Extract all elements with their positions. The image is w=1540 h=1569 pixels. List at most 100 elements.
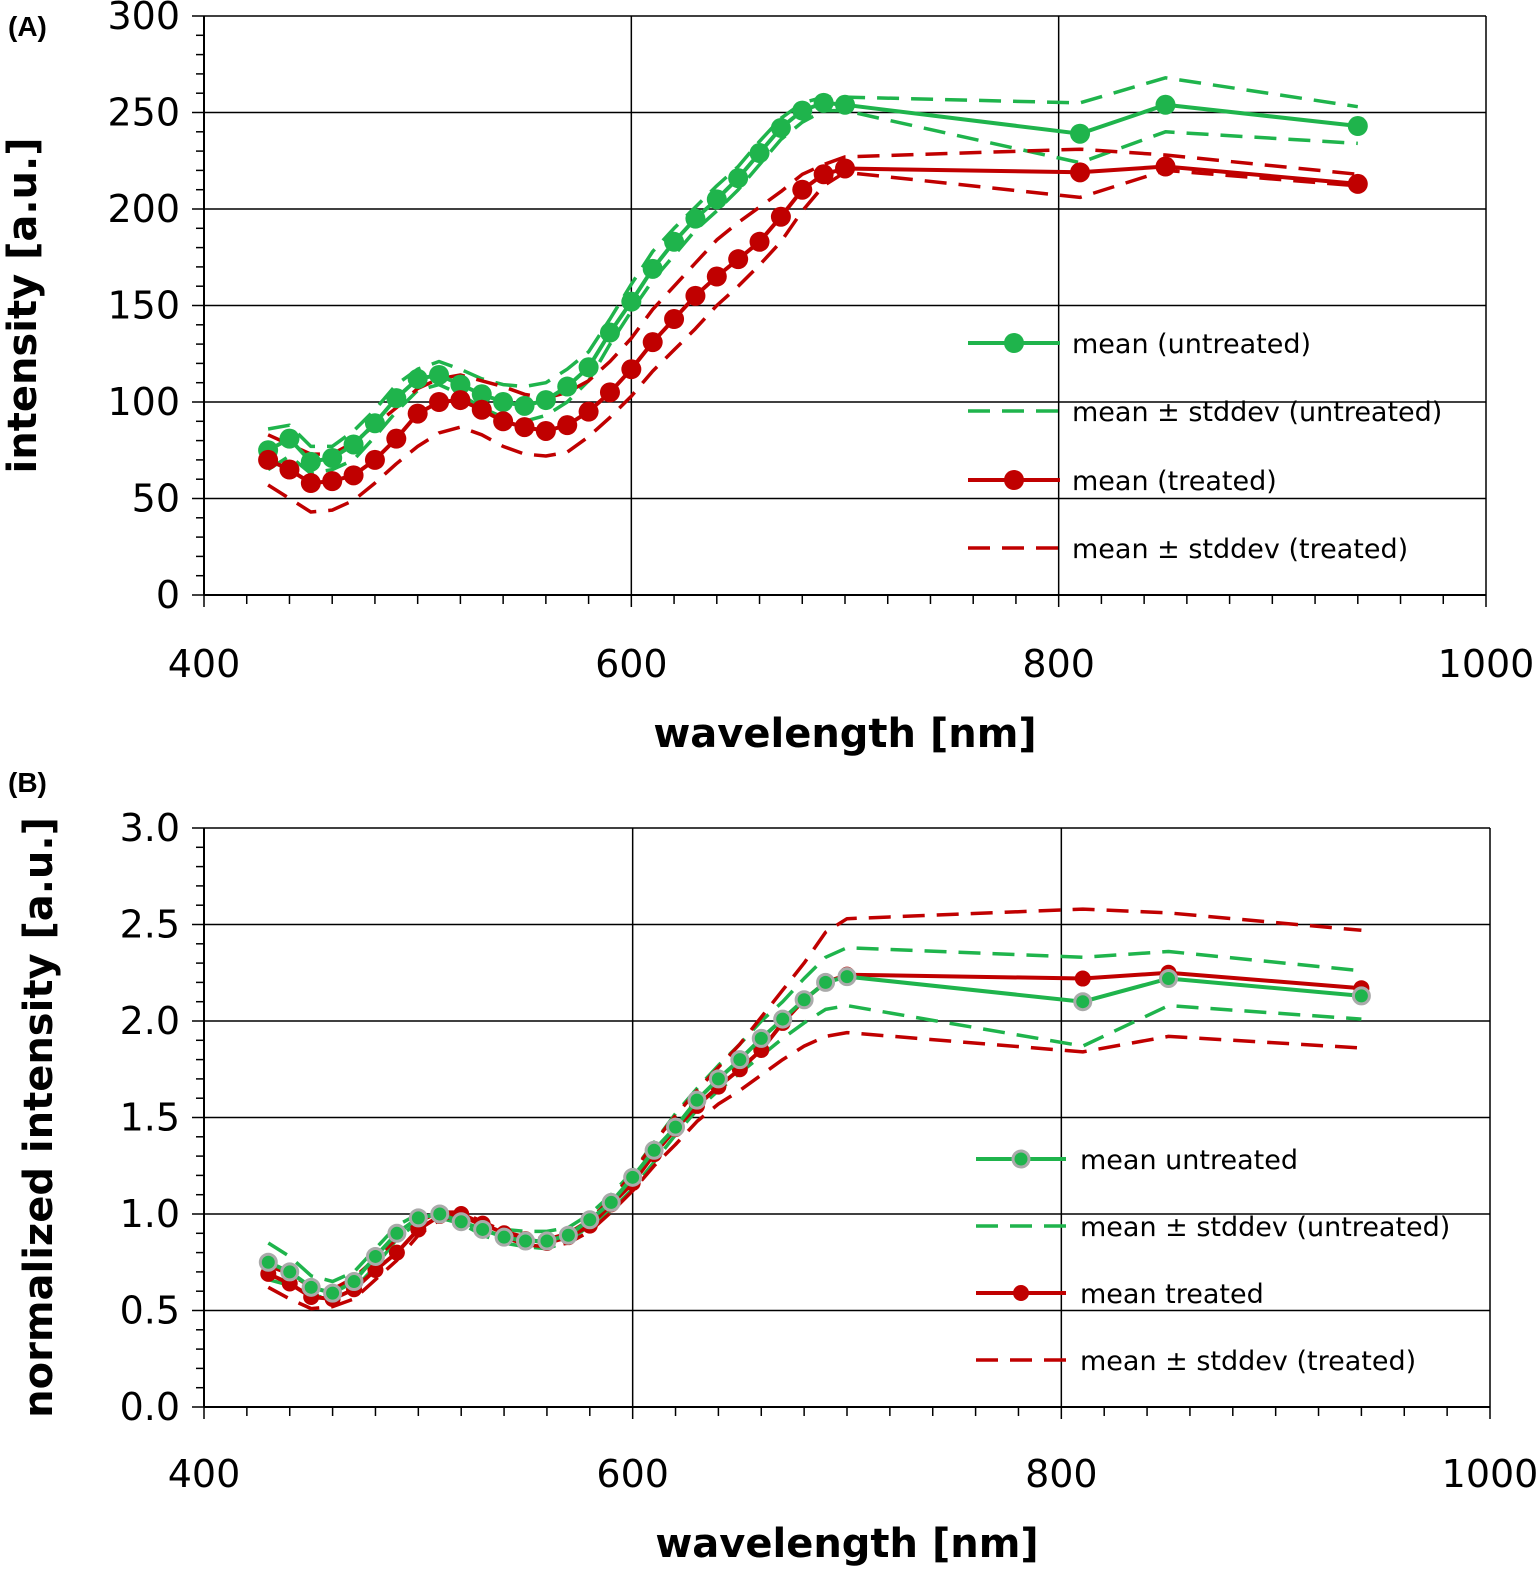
data-point	[1159, 969, 1178, 989]
data-point	[708, 1069, 728, 1089]
data-point	[407, 403, 428, 424]
series-line	[267, 164, 1358, 486]
series-treated-solid-marker	[260, 964, 1370, 1307]
data-point	[258, 1252, 278, 1272]
data-point	[1347, 173, 1368, 194]
data-point	[599, 322, 620, 343]
data-point	[749, 143, 770, 164]
data-point	[580, 1210, 600, 1230]
y-tick-label: 300	[107, 0, 180, 38]
data-point	[558, 1225, 578, 1245]
legend-marker	[1011, 1149, 1031, 1169]
data-point	[473, 1219, 493, 1239]
panel-label: (B)	[8, 767, 47, 798]
legend-label: mean ± stddev (untreated)	[1080, 1212, 1450, 1243]
data-point	[1155, 94, 1176, 115]
y-axis-title: normalized intensity [a.u.]	[16, 817, 62, 1418]
series-treated-dashed	[267, 1030, 1362, 1311]
data-point	[471, 384, 492, 405]
data-point	[770, 117, 791, 138]
legend-marker	[1004, 470, 1024, 490]
y-tick-label: 0.5	[120, 1289, 180, 1333]
x-tick-label: 800	[1022, 642, 1095, 686]
data-point	[450, 390, 471, 411]
data-point	[535, 420, 556, 441]
legend: mean untreated mean ± stddev (untreated) m…	[976, 1145, 1450, 1377]
data-point	[685, 208, 706, 229]
series-dashed-line	[267, 945, 1362, 1284]
y-tick-label: 250	[107, 91, 180, 135]
data-point	[514, 417, 535, 438]
data-point	[578, 357, 599, 378]
series-treated-dashed	[267, 168, 1358, 514]
data-point	[258, 449, 279, 470]
data-point	[386, 428, 407, 449]
x-axis-title: wavelength [nm]	[653, 711, 1036, 757]
data-point	[367, 1261, 384, 1278]
data-point	[365, 1246, 385, 1266]
data-point	[429, 364, 450, 385]
data-point	[450, 374, 471, 395]
data-point	[601, 1192, 621, 1212]
x-tick-label: 1000	[1438, 642, 1535, 686]
data-point	[706, 266, 727, 287]
series-dashed-line	[267, 1030, 1362, 1311]
data-point	[493, 392, 514, 412]
data-point	[430, 1204, 450, 1224]
data-point	[557, 415, 578, 436]
data-point	[706, 189, 727, 210]
chart-panel-b: (B) 0.0 0.5 1.0 1.5 2.0 2.5 3.0 400 600 800 1000 wav…	[8, 767, 1538, 1567]
data-point	[685, 285, 706, 306]
data-point	[621, 291, 642, 312]
legend-label: mean (untreated)	[1072, 329, 1311, 360]
data-point	[792, 100, 813, 121]
data-point	[323, 1283, 343, 1303]
data-point	[493, 411, 514, 432]
data-point	[813, 164, 834, 185]
data-point	[344, 1272, 364, 1292]
x-tick-label: 1000	[1442, 1452, 1539, 1496]
data-point	[644, 1140, 664, 1160]
series-untreated-dashed	[267, 76, 1359, 449]
data-point	[429, 392, 450, 412]
data-point	[773, 1009, 793, 1029]
series-treated-solid-marker	[258, 156, 1368, 494]
data-point	[1074, 970, 1091, 987]
x-tick-label: 600	[596, 1452, 669, 1496]
y-tick-label: 3.0	[120, 806, 180, 850]
series-line	[267, 974, 1362, 1296]
legend-label: mean treated	[1080, 1279, 1264, 1310]
data-point	[300, 451, 321, 472]
y-tick-label: 1.5	[120, 1096, 180, 1140]
legend-label: mean (treated)	[1072, 466, 1277, 497]
data-point	[364, 413, 385, 434]
data-point	[364, 449, 385, 470]
series-dashed-line	[267, 168, 1358, 514]
data-point	[494, 1227, 514, 1247]
series-dashed-line	[267, 76, 1359, 449]
data-point	[1070, 162, 1091, 183]
data-point	[751, 1028, 771, 1048]
data-point	[300, 473, 321, 494]
x-tick-label: 800	[1025, 1452, 1098, 1496]
y-tick-label: 200	[107, 187, 180, 231]
data-point	[816, 972, 836, 992]
data-point	[835, 158, 855, 179]
data-point	[794, 990, 814, 1010]
y-tick-label: 2.5	[120, 903, 180, 947]
x-tick-label: 400	[168, 642, 241, 686]
data-point	[343, 465, 364, 486]
data-point	[387, 1223, 407, 1243]
panel-label: (A)	[8, 11, 47, 42]
data-point	[749, 231, 770, 252]
data-point	[280, 1262, 300, 1282]
legend-marker	[1004, 333, 1024, 353]
y-axis-title: intensity [a.u.]	[0, 138, 46, 474]
y-tick-label: 0.0	[120, 1385, 180, 1429]
data-point	[770, 206, 791, 227]
data-point	[514, 395, 535, 416]
data-point	[813, 92, 834, 113]
data-point	[728, 168, 749, 189]
data-point	[642, 258, 663, 279]
